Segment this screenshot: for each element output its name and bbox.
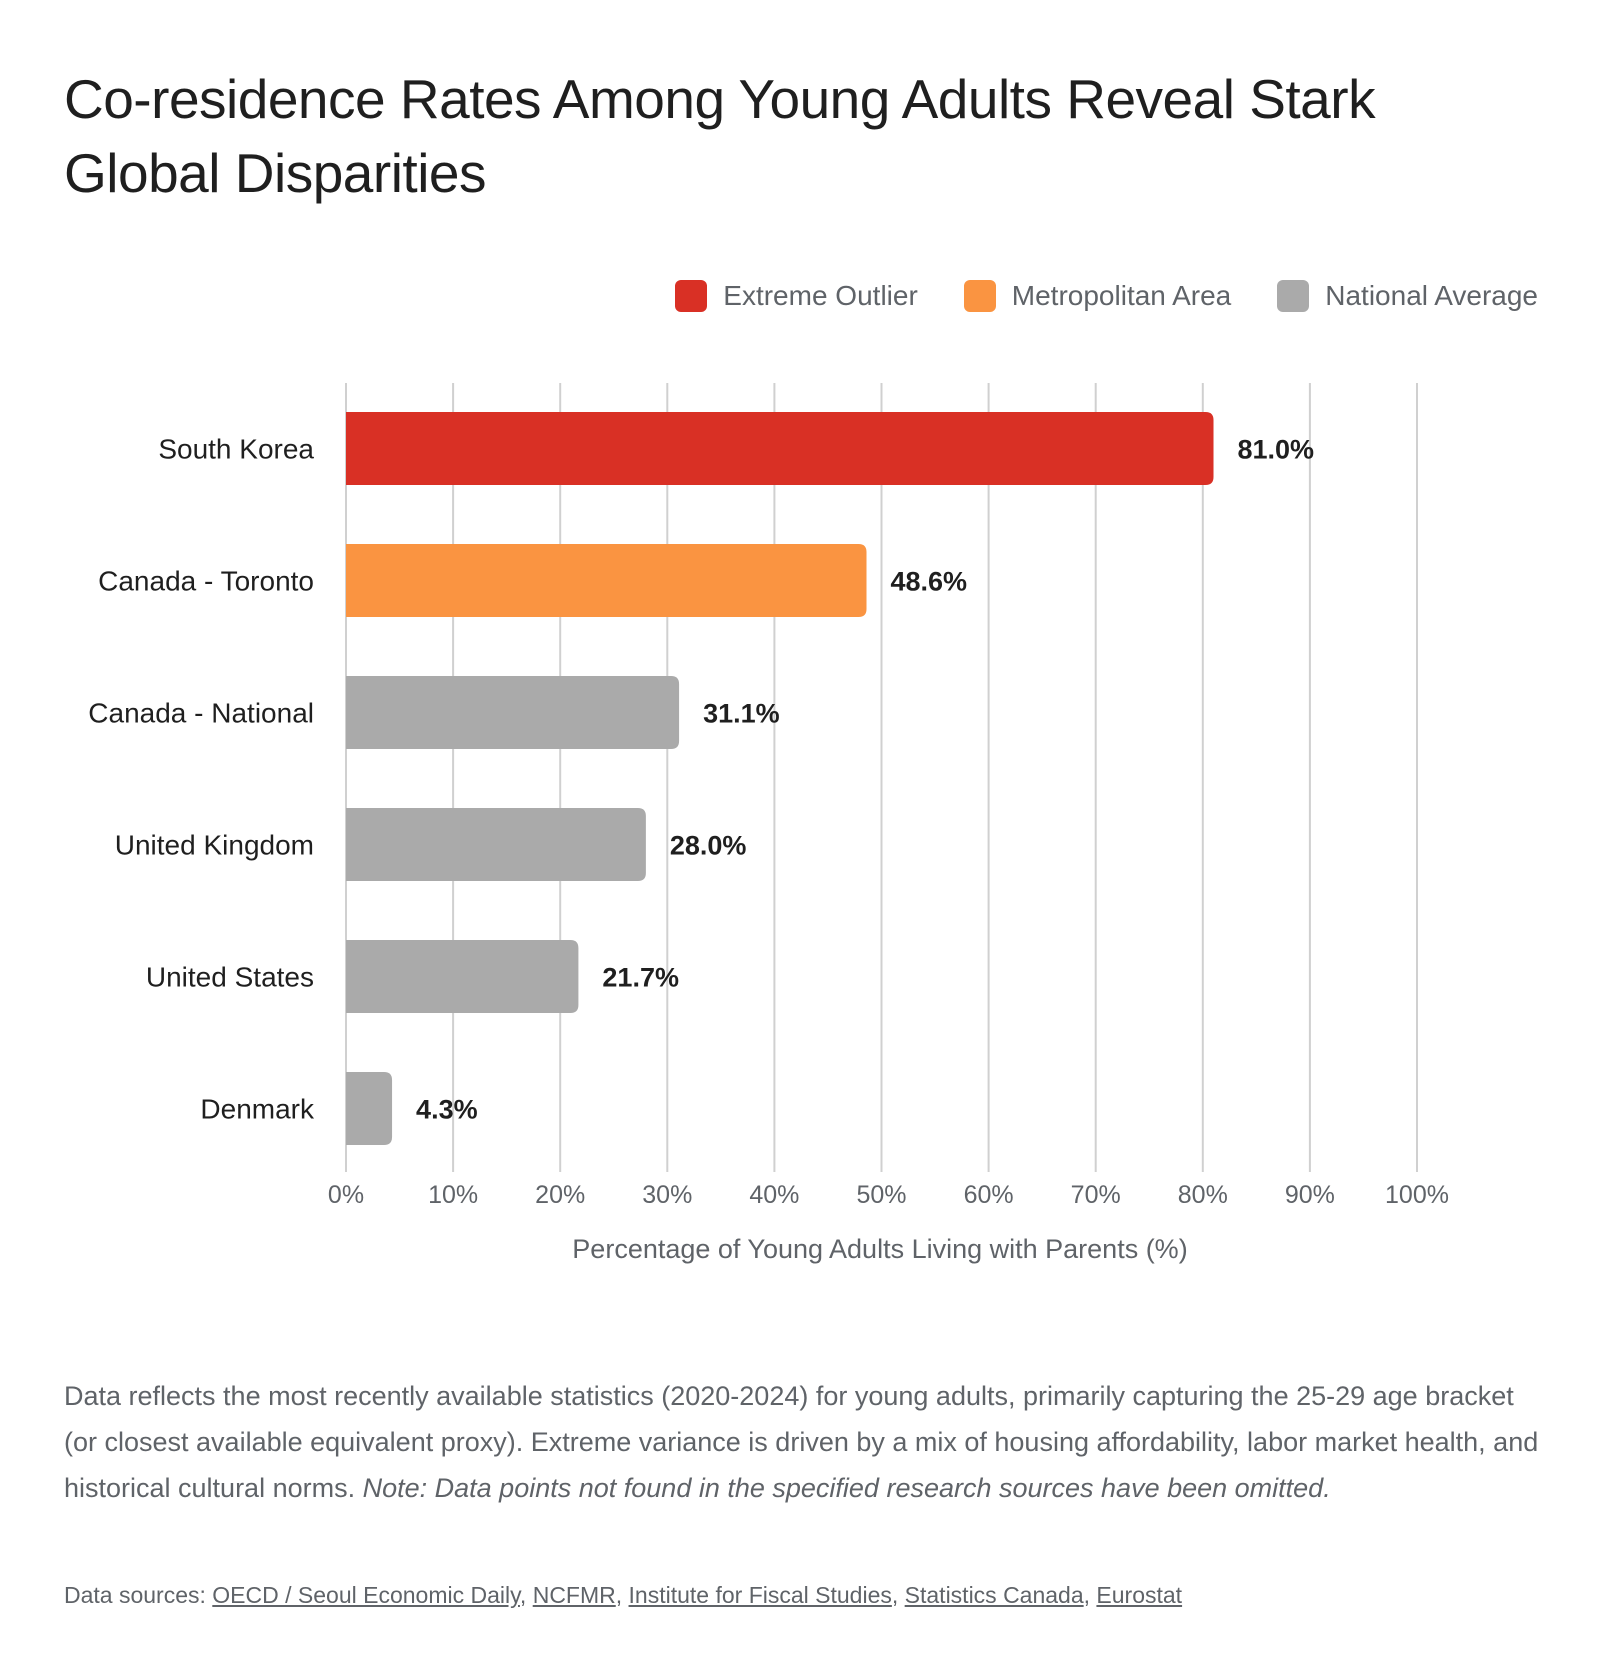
legend-item-metropolitan-area: Metropolitan Area <box>963 280 1232 312</box>
value-label-united-kingdom: 28.0% <box>670 831 747 861</box>
footnote-text: Data reflects the most recently availabl… <box>64 1381 1539 1503</box>
bar-denmark <box>346 1072 393 1145</box>
sources-prefix: Data sources: <box>64 1582 206 1608</box>
value-labels: 81.0% 48.6% 31.1% 28.0% 21.7% 4.3% <box>416 435 1314 1125</box>
value-label-canada-toronto: 48.6% <box>891 567 968 597</box>
x-tick-label-60: 60% <box>964 1181 1014 1209</box>
bar-united-states <box>346 940 579 1013</box>
bar-united-kingdom <box>346 808 646 881</box>
legend-label-national-average: National Average <box>1325 280 1538 311</box>
category-labels: South Korea Canada - Toronto Canada - Nati… <box>88 434 315 1125</box>
x-tick-label-70: 70% <box>1071 1181 1121 1209</box>
data-sources: Data sources: OECD / Seoul Economic Dail… <box>64 1582 1183 1608</box>
x-tick-label-40: 40% <box>749 1181 799 1209</box>
bar-south-korea <box>346 412 1214 485</box>
legend-swatch-national-average <box>1277 280 1310 312</box>
category-label-united-states: United States <box>146 962 314 993</box>
x-tick-label-0: 0% <box>328 1181 364 1209</box>
bar-canada-national <box>346 676 680 749</box>
x-tick-label-10: 10% <box>428 1181 478 1209</box>
chart-title: Co-residence Rates Among Young Adults Re… <box>64 68 1376 204</box>
source-link-eurostat[interactable]: Eurostat <box>1096 1582 1183 1608</box>
x-tick-label-90: 90% <box>1285 1181 1335 1209</box>
value-label-south-korea: 81.0% <box>1238 435 1315 465</box>
value-label-canada-national: 31.1% <box>703 699 780 729</box>
x-tick-label-80: 80% <box>1178 1181 1228 1209</box>
category-label-denmark: Denmark <box>200 1094 315 1125</box>
legend-item-national-average: National Average <box>1277 280 1538 312</box>
legend-swatch-extreme-outlier <box>675 280 708 312</box>
value-label-denmark: 4.3% <box>416 1095 478 1125</box>
source-link-ncfmr[interactable]: NCFMR <box>532 1582 616 1608</box>
gridlines <box>345 383 1418 1172</box>
source-link-ifs[interactable]: Institute for Fiscal Studies <box>628 1582 892 1608</box>
legend-item-extreme-outlier: Extreme Outlier <box>675 280 918 312</box>
footnote: Data reflects the most recently availabl… <box>64 1373 1544 1511</box>
source-link-statistics-canada[interactable]: Statistics Canada <box>904 1582 1084 1608</box>
category-label-canada-national: Canada - National <box>88 698 314 729</box>
bars <box>346 412 1214 1145</box>
x-tick-label-20: 20% <box>535 1181 585 1209</box>
source-link-oecd[interactable]: OECD / Seoul Economic Daily <box>212 1582 520 1608</box>
x-tick-label-30: 30% <box>642 1181 692 1209</box>
bar-canada-toronto <box>346 544 867 617</box>
legend: Extreme Outlier Metropolitan Area Nation… <box>675 280 1538 312</box>
bar-chart: South Korea Canada - Toronto Canada - Nati… <box>88 383 1449 1264</box>
legend-label-extreme-outlier: Extreme Outlier <box>723 280 918 311</box>
legend-swatch-metropolitan-area <box>963 280 996 312</box>
x-tick-label-100: 100% <box>1385 1181 1449 1209</box>
x-tick-label-50: 50% <box>856 1181 906 1209</box>
category-label-south-korea: South Korea <box>158 434 314 465</box>
category-label-canada-toronto: Canada - Toronto <box>98 566 314 597</box>
value-label-united-states: 21.7% <box>602 963 679 993</box>
x-axis-title: Percentage of Young Adults Living with P… <box>572 1234 1187 1264</box>
legend-label-metropolitan-area: Metropolitan Area <box>1011 280 1232 311</box>
x-tick-labels: 0% 10% 20% 30% 40% 50% 60% 70% 80% 90% 100% <box>328 1181 1449 1209</box>
category-label-united-kingdom: United Kingdom <box>115 830 314 861</box>
footnote-note: Note: Data points not found in the speci… <box>362 1473 1331 1503</box>
